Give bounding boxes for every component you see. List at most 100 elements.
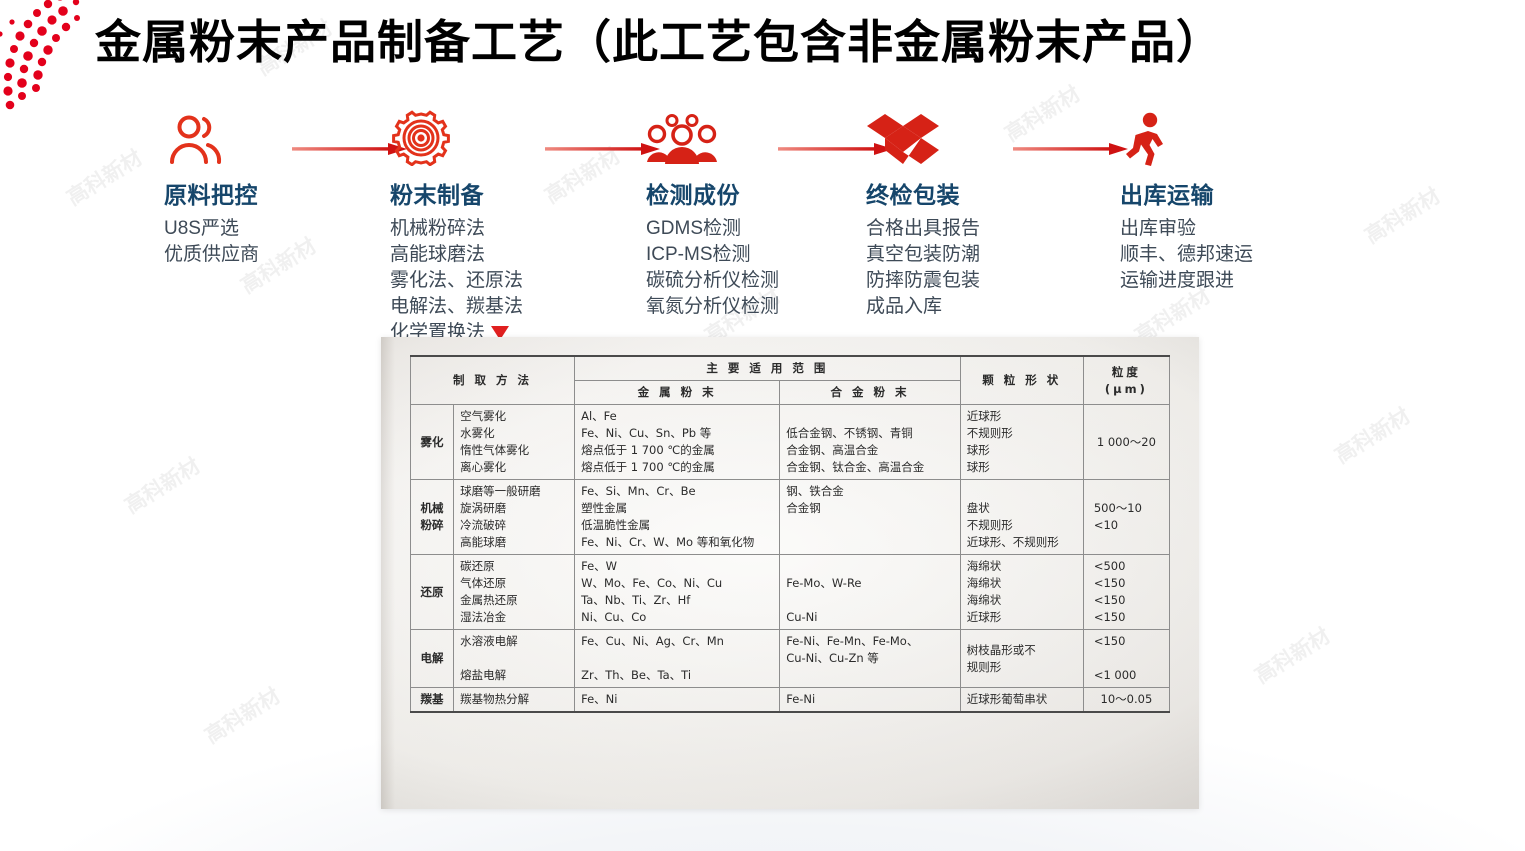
table-header-row-1: 制 取 方 法 主 要 适 用 范 围 颗 粒 形 状 粒度 (μm)	[409, 355, 1171, 405]
cell-category: 还原	[409, 554, 455, 630]
line: W、Mo、Fe、Co、Ni、Cu	[581, 576, 723, 590]
table-body: 雾化 空气雾化 水雾化 惰性气体雾化 离心雾化 Al、Fe Fe、Ni、Cu、S…	[409, 404, 1171, 713]
cell-size: 10～0.05	[1082, 687, 1171, 713]
line: <500	[1093, 559, 1126, 573]
stage-list: U8S严选 优质供应商	[164, 216, 259, 268]
line: 500～10	[1093, 501, 1142, 515]
flow-stage-raw-material[interactable]: 原料把控 U8S严选 优质供应商	[164, 104, 259, 268]
list-item: 碳硫分析仪检测	[646, 270, 780, 291]
cell-size: 1 000～20	[1082, 404, 1171, 480]
line: 规则形	[966, 659, 1002, 674]
line: 不规则形	[966, 518, 1013, 532]
cell-category: 羰基	[409, 687, 455, 713]
cell-alloy-powder: 钢、铁合金 合金钢	[779, 479, 961, 555]
line: 熔盐电解	[460, 668, 507, 682]
flow-stage-final-inspection-packaging[interactable]: 终检包装 合格出具报告 真空包装防潮 防摔防震包装 成品入库	[866, 104, 980, 320]
line: 低合金钢、不锈钢、青铜	[786, 426, 913, 440]
cell-metal-powder: Fe、Cu、Ni、Ag、Cr、Mn Zr、Th、Be、Ta、Ti	[574, 629, 781, 688]
cell-methods: 水溶液电解 熔盐电解	[453, 629, 576, 688]
list-item: 防摔防震包装	[866, 270, 981, 291]
th-method: 制 取 方 法	[409, 355, 576, 405]
stage-title: 出库运输	[1120, 182, 1214, 208]
arrow-right-icon	[778, 143, 893, 155]
line: Fe、Si、Mn、Cr、Be	[581, 484, 696, 498]
icon-wrap	[866, 104, 980, 166]
line: 合金钢、高温合金	[786, 443, 879, 457]
th-size-unit: (μm)	[1104, 381, 1148, 396]
cell-alloy-powder: Fe-Ni	[779, 687, 961, 713]
line: <150	[1093, 576, 1126, 590]
stage-list: 出库审验 顺丰、德邦速运 运输进度跟进	[1120, 216, 1253, 294]
scanned-table-image: 制 取 方 法 主 要 适 用 范 围 颗 粒 形 状 粒度 (μm) 金 属 …	[381, 337, 1199, 809]
watermark: 高科新材	[1250, 623, 1335, 689]
line: 近球形	[966, 610, 1002, 624]
cell-shape: 近球形葡萄串状	[959, 687, 1084, 713]
line: 合金钢	[786, 501, 821, 515]
line: 湿法冶金	[460, 610, 507, 624]
line: 熔点低于 1 700 ℃的金属	[581, 443, 715, 457]
cell-size: 500～10 <10	[1082, 479, 1171, 555]
watermark: 高科新材	[120, 453, 205, 519]
table-row: 机械 粉碎 球磨等一般研磨 旋涡研磨 冷流破碎 高能球磨 Fe、Si、Mn、Cr…	[409, 479, 1171, 555]
line: 合金钢、钛合金、高温合金	[786, 460, 925, 474]
people-group-icon	[647, 114, 717, 164]
stage-title: 检测成份	[646, 182, 740, 208]
table-header-row-2: 金 属 粉 末 合 金 粉 末	[411, 380, 1170, 405]
cell-alloy-powder: Fe-Ni、Fe-Mn、Fe-Mo、 Cu-Ni、Cu-Zn 等	[779, 629, 961, 688]
cell-alloy-powder: Fe-Mo、W-Re Cu-Ni	[779, 554, 961, 630]
line: 不规则形	[966, 426, 1013, 440]
cell-methods: 球磨等一般研磨 旋涡研磨 冷流破碎 高能球磨	[453, 479, 576, 555]
stage-list: 合格出具报告 真空包装防潮 防摔防震包装 成品入库	[866, 216, 980, 320]
running-person-icon	[1126, 112, 1163, 166]
stage-title: 终检包装	[866, 182, 960, 208]
list-item: 优质供应商	[164, 244, 260, 265]
th-scope: 主 要 适 用 范 围	[574, 355, 961, 381]
line: 树枝晶形或不	[966, 642, 1036, 657]
line: 近球形	[966, 409, 1002, 423]
line: Fe、W	[581, 559, 618, 573]
cell-category: 机械 粉碎	[409, 479, 455, 555]
red-down-triangle-icon	[491, 326, 510, 340]
line: 海绵状	[966, 559, 1002, 573]
watermark: 高科新材	[1330, 403, 1415, 469]
dotted-arc-decoration	[0, 0, 80, 110]
cell-methods: 羰基物热分解	[453, 687, 576, 713]
list-item: 高能球磨法	[390, 244, 486, 265]
cell-shape: 近球形 不规则形 球形 球形	[959, 404, 1084, 480]
flow-stage-composition-testing[interactable]: 检测成份 GDMS检测 ICP-MS检测 碳硫分析仪检测 氧氮分析仪检测	[646, 104, 779, 320]
line: 钢、铁合金	[786, 484, 844, 498]
page-title: 金属粉末产品制备工艺（此工艺包含非金属粉末产品）	[95, 15, 1223, 69]
list-item: U8S严选	[164, 218, 239, 239]
th-shape: 颗 粒 形 状	[959, 355, 1084, 405]
table-row: 雾化 空气雾化 水雾化 惰性气体雾化 离心雾化 Al、Fe Fe、Ni、Cu、S…	[409, 404, 1171, 480]
th-size-label: 粒度	[1111, 364, 1141, 379]
list-item: GDMS检测	[646, 218, 742, 239]
line: 球形	[966, 443, 990, 457]
line: 惰性气体雾化	[460, 443, 530, 457]
cell-size: <500 <150 <150 <150	[1082, 554, 1171, 630]
cell-shape: 树枝晶形或不 规则形	[959, 629, 1084, 688]
line: 冷流破碎	[460, 518, 507, 532]
line: 盘状	[966, 501, 990, 515]
title-bar: 金属粉末产品制备工艺（此工艺包含非金属粉末产品）	[0, 0, 1525, 78]
flow-stage-outbound-transport[interactable]: 出库运输 出库审验 顺丰、德邦速运 运输进度跟进	[1120, 104, 1253, 294]
line: <1 000	[1093, 668, 1137, 682]
stage-list: 机械粉碎法 高能球磨法 雾化法、还原法 电解法、羰基法 化学置换法	[390, 216, 523, 346]
table-row: 还原 碳还原 气体还原 金属热还原 湿法冶金 Fe、W W、Mo、Fe、Co、N…	[409, 554, 1171, 630]
line: Fe、Ni、Cu、Sn、Pb 等	[581, 426, 712, 440]
powder-methods-table: 制 取 方 法 主 要 适 用 范 围 颗 粒 形 状 粒度 (μm) 金 属 …	[409, 355, 1171, 713]
stage-title: 粉末制备	[390, 182, 484, 208]
line: Fe-Ni、Fe-Mn、Fe-Mo、	[786, 634, 919, 648]
line: 气体还原	[460, 576, 507, 590]
line: 水雾化	[460, 426, 495, 440]
line: Ta、Nb、Ti、Zr、Hf	[581, 593, 691, 607]
cell-metal-powder: Fe、Si、Mn、Cr、Be 塑性金属 低温脆性金属 Fe、Ni、Cr、W、Mo…	[574, 479, 781, 555]
line: Ni、Cu、Co	[581, 610, 647, 624]
line: 塑性金属	[581, 501, 628, 515]
cell-category: 雾化	[409, 404, 455, 480]
cell-category: 电解	[409, 629, 455, 688]
flow-stage-powder-preparation[interactable]: 粉末制备 机械粉碎法 高能球磨法 雾化法、还原法 电解法、羰基法 化学置换法	[390, 104, 523, 346]
arrow-right-icon	[545, 143, 660, 155]
icon-wrap	[390, 104, 523, 166]
line: 熔点低于 1 700 ℃的金属	[581, 460, 715, 474]
